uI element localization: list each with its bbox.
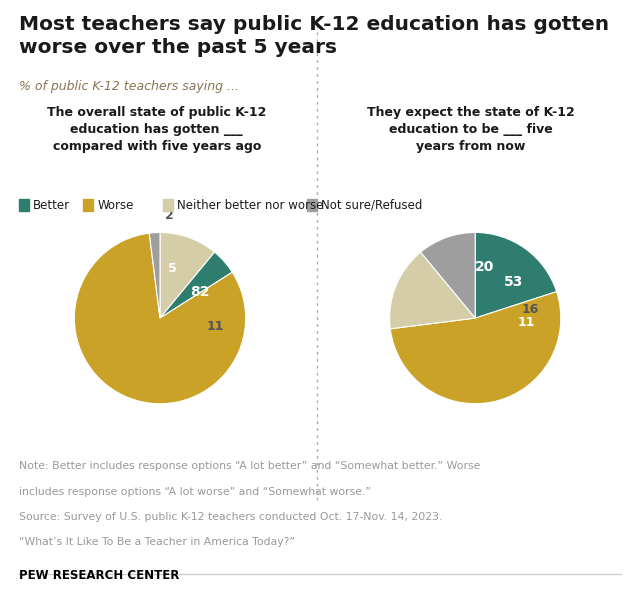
Text: Note: Better includes response options “A lot better” and “Somewhat better.” Wor: Note: Better includes response options “… (19, 461, 481, 472)
Wedge shape (390, 252, 475, 329)
Wedge shape (149, 232, 160, 318)
Text: 82: 82 (189, 285, 209, 300)
Text: 53: 53 (504, 274, 524, 289)
Text: 16: 16 (522, 303, 539, 316)
Text: Neither better nor worse: Neither better nor worse (177, 198, 324, 212)
Text: PEW RESEARCH CENTER: PEW RESEARCH CENTER (19, 569, 180, 582)
Text: Better: Better (33, 198, 70, 212)
Text: 2: 2 (166, 209, 174, 223)
Wedge shape (160, 252, 232, 318)
Text: includes response options “A lot worse” and “Somewhat worse.”: includes response options “A lot worse” … (19, 487, 371, 497)
Text: Worse: Worse (97, 198, 134, 212)
Wedge shape (420, 233, 476, 318)
Text: 11: 11 (206, 320, 224, 333)
Text: Source: Survey of U.S. public K-12 teachers conducted Oct. 17-Nov. 14, 2023.: Source: Survey of U.S. public K-12 teach… (19, 512, 443, 522)
Text: 5: 5 (168, 262, 177, 274)
Wedge shape (160, 233, 214, 318)
Text: 20: 20 (474, 260, 494, 274)
Text: They expect the state of K-12
education to be ___ five
years from now: They expect the state of K-12 education … (367, 106, 574, 153)
Wedge shape (74, 233, 246, 403)
Text: % of public K-12 teachers saying ...: % of public K-12 teachers saying ... (19, 80, 239, 93)
Wedge shape (475, 233, 557, 318)
Wedge shape (390, 292, 561, 403)
Text: Not sure/Refused: Not sure/Refused (321, 198, 422, 212)
Text: Most teachers say public K-12 education has gotten
worse over the past 5 years: Most teachers say public K-12 education … (19, 15, 609, 57)
Text: The overall state of public K-12
education has gotten ___
compared with five yea: The overall state of public K-12 educati… (47, 106, 266, 153)
Text: “What’s It Like To Be a Teacher in America Today?”: “What’s It Like To Be a Teacher in Ameri… (19, 537, 295, 548)
Text: 11: 11 (518, 315, 535, 329)
